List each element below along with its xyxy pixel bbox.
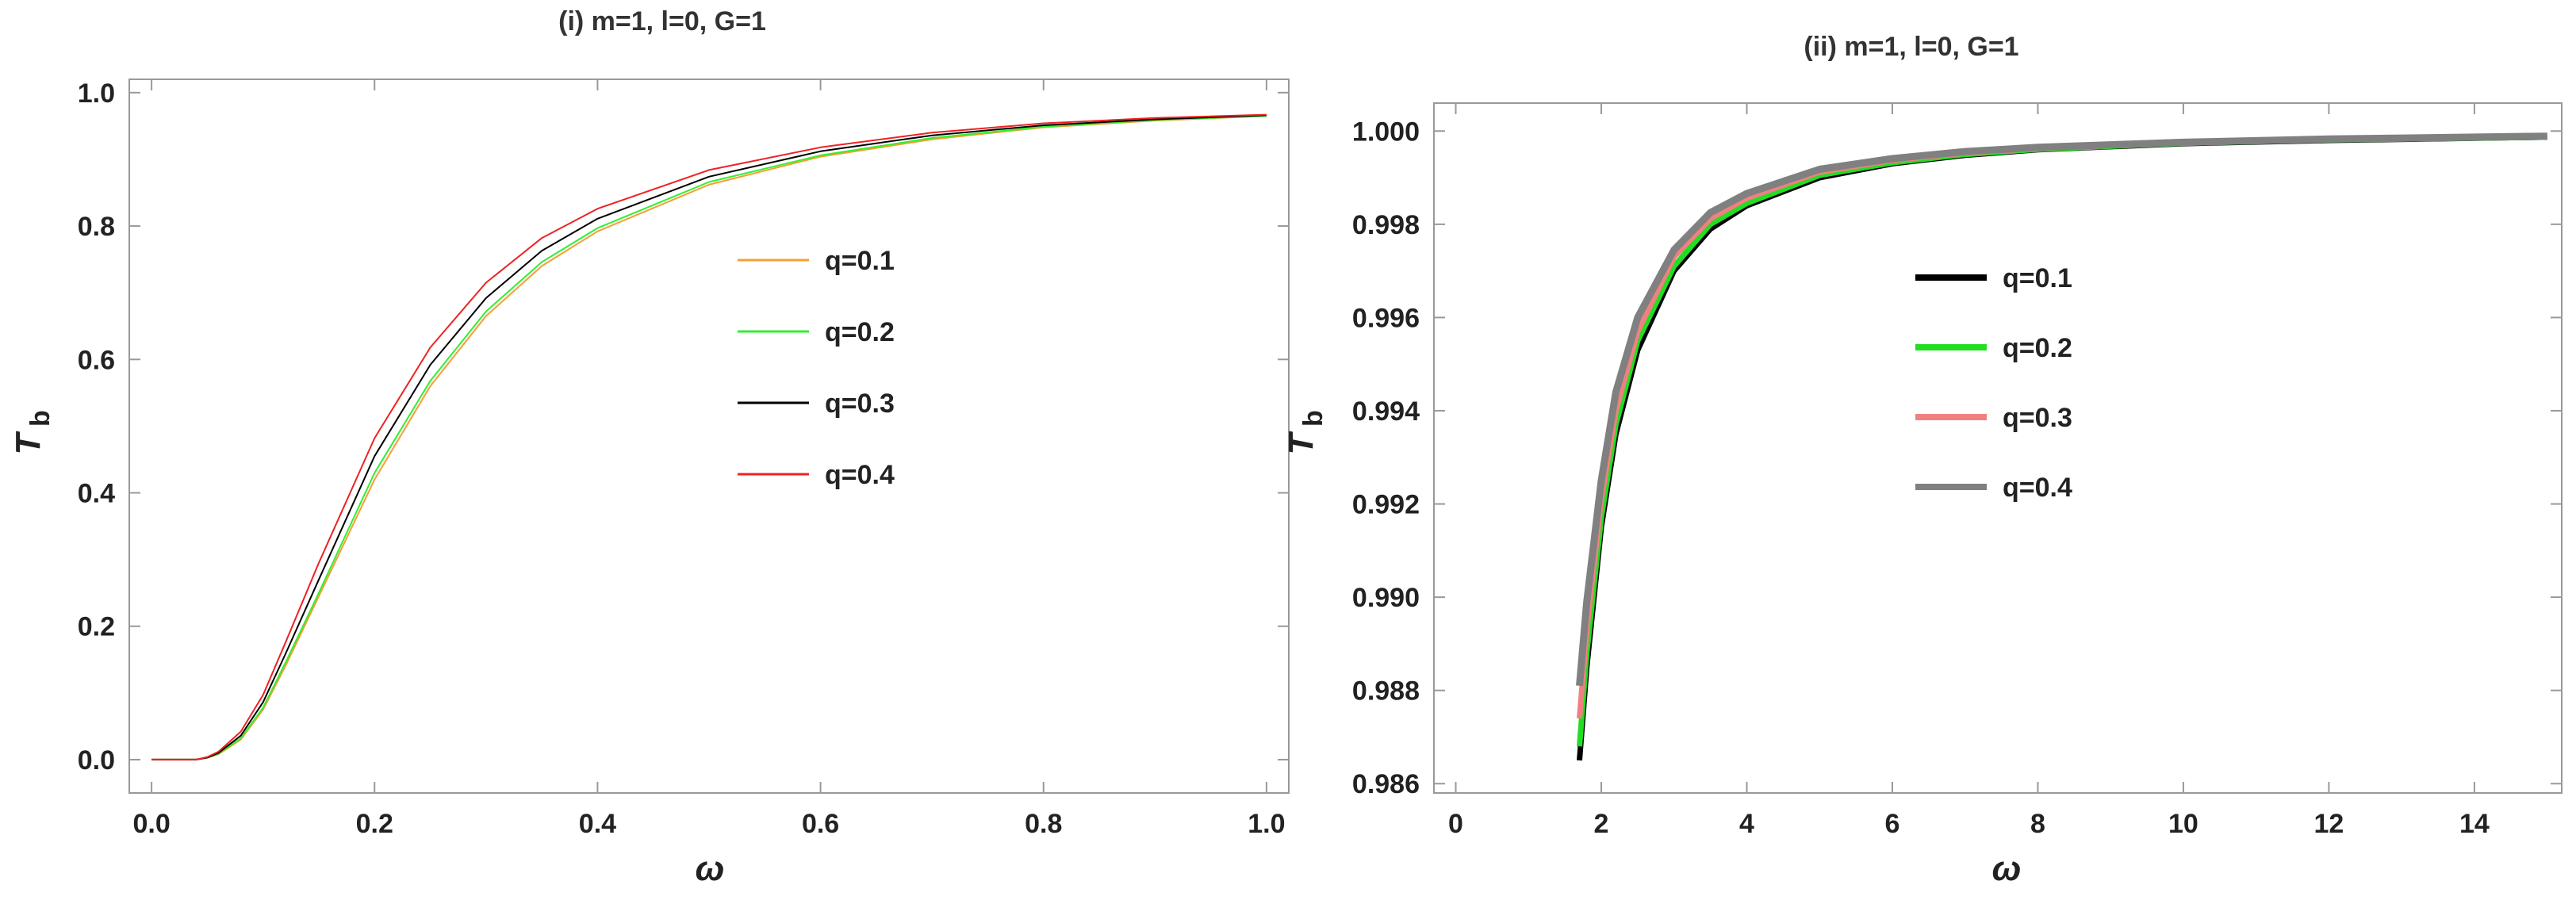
chart-title: (ii) m=1, l=0, G=1 — [1804, 32, 2018, 62]
y-tick-label: 0.990 — [1352, 583, 1420, 613]
y-axis-label-group: Tb — [9, 410, 56, 454]
x-axis-label: ω — [696, 849, 725, 888]
legend-label: q=0.1 — [825, 246, 895, 276]
series-line-q=0.4 — [151, 113, 1267, 760]
y-tick-label: 0.998 — [1352, 210, 1420, 240]
legend-label: q=0.2 — [825, 317, 895, 347]
x-tick-label: 0.0 — [132, 809, 170, 839]
y-tick-label: 0.992 — [1352, 490, 1420, 520]
y-tick-label: 0.988 — [1352, 676, 1420, 707]
x-axis-label: ω — [1992, 849, 2022, 888]
legend-label: q=0.2 — [2003, 333, 2072, 363]
x-tick-label: 10 — [2168, 809, 2198, 839]
x-tick-label: 0.8 — [1025, 809, 1062, 839]
y-tick-label: 0.4 — [78, 478, 115, 508]
x-tick-label: 2 — [1594, 809, 1609, 839]
y-tick-label: 1.0 — [78, 79, 115, 109]
series-line-q=0.4 — [1576, 132, 2547, 687]
chart-title: (i) m=1, l=0, G=1 — [558, 6, 766, 36]
x-tick-label: 12 — [2314, 809, 2344, 839]
legend-label: q=0.4 — [825, 460, 895, 490]
y-axis-label: T — [9, 431, 48, 454]
y-tick-label: 0.986 — [1352, 769, 1420, 799]
y-tick-label: 0.6 — [78, 345, 115, 375]
series-line-q=0.2 — [1577, 134, 2547, 747]
chart-panel-2: (ii) m=1, l=0, G=1 0 2 4 6 8 10 12 14 0.986 0.988 0… — [1282, 32, 2563, 888]
x-tick-label: 4 — [1739, 809, 1754, 839]
x-tick-label: 0 — [1448, 809, 1463, 839]
y-tick-label: 0.2 — [78, 612, 115, 642]
x-tick-label: 1.0 — [1248, 809, 1285, 839]
y-tick-label: 0.994 — [1352, 396, 1420, 427]
x-tick-label: 8 — [2030, 809, 2045, 839]
y-tick-label: 1.000 — [1352, 117, 1420, 147]
x-tick-label: 0.6 — [802, 809, 839, 839]
series-line-q=0.2 — [151, 115, 1267, 760]
plot-frame — [128, 79, 1290, 794]
series-line-q=0.3 — [151, 114, 1267, 760]
series-lines — [1576, 132, 2547, 761]
legend-label: q=0.1 — [2003, 263, 2072, 293]
plot-frame — [1433, 102, 2563, 794]
y-axis-label-group: Tb — [1282, 410, 1328, 454]
y-tick-label: 0.996 — [1352, 303, 1420, 333]
legend-label: q=0.4 — [2003, 473, 2072, 503]
x-tick-label: 0.2 — [356, 809, 393, 839]
x-tick-label: 14 — [2459, 809, 2490, 839]
x-tick-label: 6 — [1885, 809, 1900, 839]
y-tick-label: 0.0 — [78, 745, 115, 776]
y-axis-label-subscript: b — [25, 410, 56, 427]
series-lines — [151, 113, 1267, 760]
series-line-q=0.1 — [151, 115, 1267, 760]
series-line-q=0.1 — [1577, 134, 2547, 761]
chart-panel-1: (i) m=1, l=0, G=1 0.0 0.2 0.4 0.6 0.8 1.0 0.0 0.… — [9, 6, 1290, 888]
y-axis-label: T — [1282, 431, 1321, 454]
legend-label: q=0.3 — [825, 389, 895, 419]
y-axis-label-subscript: b — [1298, 410, 1328, 427]
x-tick-label: 0.4 — [579, 809, 616, 839]
y-tick-label: 0.8 — [78, 212, 115, 242]
legend-label: q=0.3 — [2003, 403, 2072, 433]
